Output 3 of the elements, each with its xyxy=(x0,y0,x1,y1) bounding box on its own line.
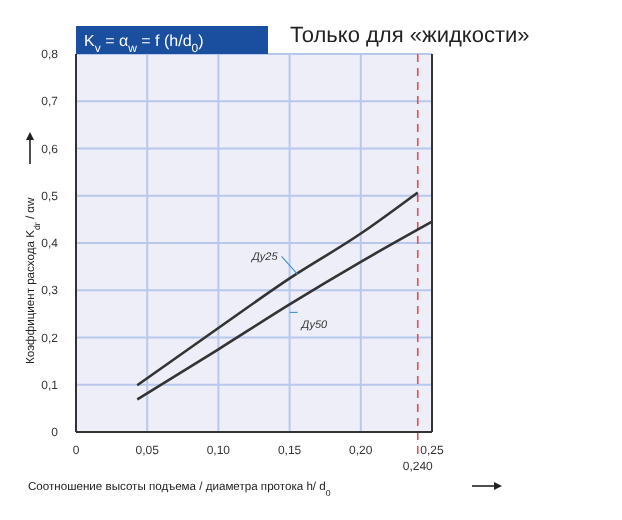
line-series xyxy=(135,191,420,387)
chart-title: K$_{v}$ = α$_{w}$ = f (h/d$_{0}$) xyxy=(84,32,205,56)
chart-subtitle: Только для «жидкости» xyxy=(290,24,530,48)
